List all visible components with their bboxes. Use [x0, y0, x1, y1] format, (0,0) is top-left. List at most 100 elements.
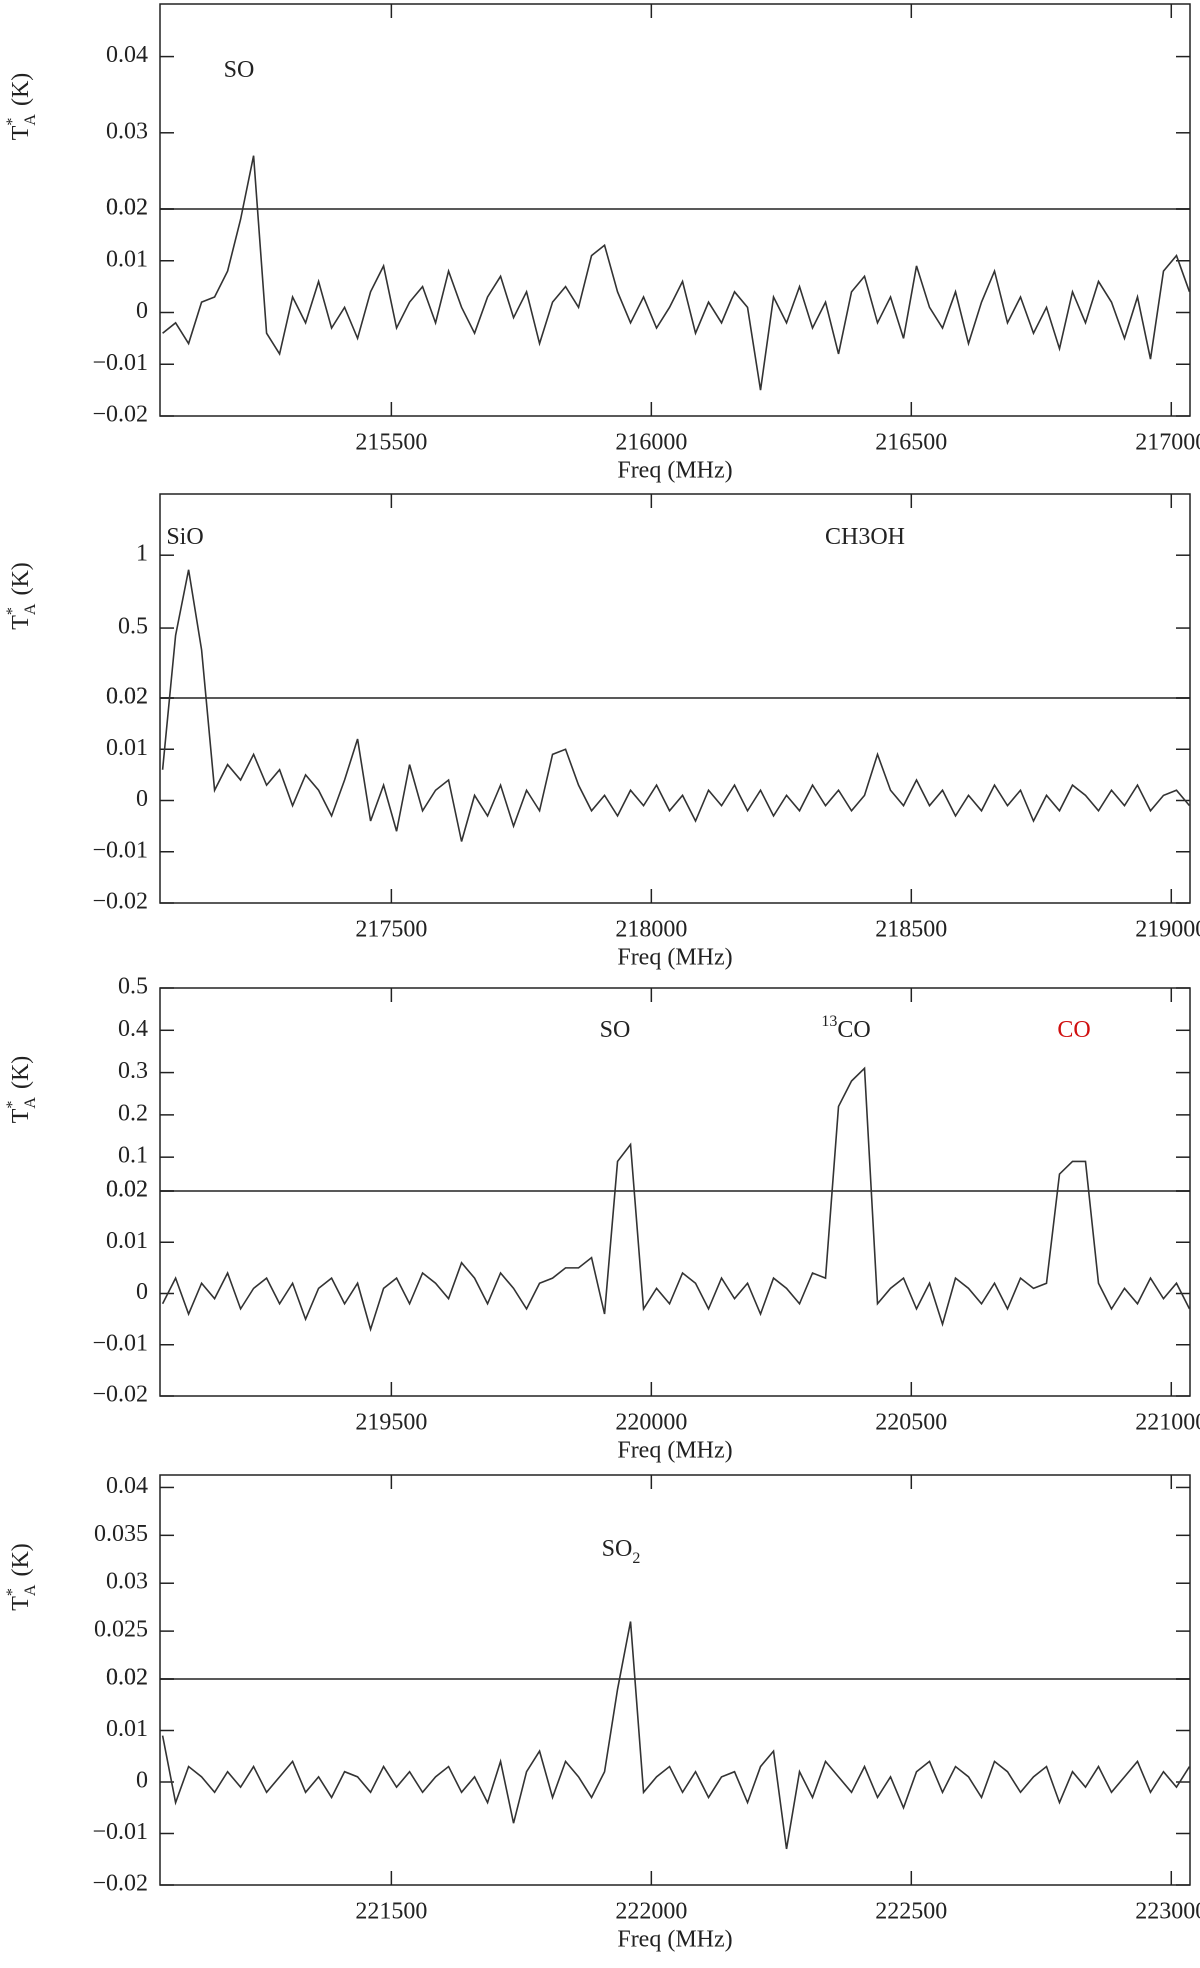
y-tick-label: −0.01 [92, 837, 148, 863]
x-axis-label: Freq (MHz) [617, 458, 732, 484]
spectrum [161, 1066, 1191, 1333]
y-tick-label: 0.01 [106, 246, 148, 272]
y-label-sup: * [4, 607, 21, 615]
y-tick-label: 0 [136, 1279, 148, 1305]
y-tick-label: −0.02 [92, 889, 148, 915]
y-tick-label: 0.02 [106, 1177, 148, 1203]
x-tick-label: 220500 [875, 1410, 947, 1436]
y-label-unit: (K) [8, 73, 34, 106]
annotation: SO [600, 1017, 631, 1043]
y-tick-label: 0.03 [106, 118, 148, 144]
y-tick-label: 0 [136, 1768, 148, 1794]
y-label-base: T [8, 125, 34, 140]
x-tick-label: 221000 [1135, 1410, 1200, 1436]
spectrum [161, 569, 1191, 842]
annotation-text: CH3OH [825, 524, 905, 550]
x-tick-label: 215500 [355, 430, 427, 456]
x-tick-label: 217500 [355, 917, 427, 943]
x-tick-label: 216500 [875, 430, 947, 456]
spectrum [161, 1621, 1191, 1850]
y-tick-label: 0.02 [106, 1665, 148, 1691]
y-tick-label: 0.025 [94, 1617, 148, 1643]
annotation: 13CO [821, 1013, 870, 1043]
y-tick-label: 0.02 [106, 684, 148, 710]
y-label-unit: (K) [8, 1056, 34, 1089]
x-axis-label: Freq (MHz) [617, 1438, 732, 1464]
y-tick-label: 0 [136, 298, 148, 324]
annotation-text: CO [837, 1017, 870, 1043]
y-label-base: T [8, 1108, 34, 1123]
y-label-sub: A [22, 1097, 39, 1109]
y-label-sub: A [22, 114, 39, 126]
annotation: CH3OH [825, 524, 905, 550]
y-tick-label: 0.4 [118, 1016, 148, 1042]
y-tick-label: 1 [136, 541, 148, 567]
y-tick-label: 0.3 [118, 1058, 148, 1084]
y-axis-label: T*A (K) [4, 1056, 39, 1124]
y-tick-label: −0.02 [92, 1382, 148, 1408]
plot-frame [159, 987, 1191, 1397]
annotation-sup: 13 [821, 1013, 837, 1030]
spectrum [162, 155, 1191, 391]
plot-frame [159, 1474, 1191, 1886]
x-tick-label: 218000 [615, 917, 687, 943]
y-tick-label: 0 [136, 786, 148, 812]
y-tick-label: −0.01 [92, 350, 148, 376]
y-tick-label: 0.5 [118, 614, 148, 640]
y-tick-label: 0.035 [94, 1521, 148, 1547]
y-tick-label: 0.02 [106, 195, 148, 221]
y-tick-label: −0.02 [92, 1871, 148, 1897]
x-tick-label: 221500 [355, 1899, 427, 1925]
x-axis-label: Freq (MHz) [617, 945, 732, 971]
x-tick-label: 216000 [615, 430, 687, 456]
x-tick-label: 218500 [875, 917, 947, 943]
x-tick-label: 219500 [355, 1410, 427, 1436]
x-axis-label: Freq (MHz) [617, 1927, 732, 1953]
y-tick-label: 0.1 [118, 1143, 148, 1169]
y-tick-label: 0.01 [106, 1228, 148, 1254]
x-tick-label: 223000 [1135, 1899, 1200, 1925]
y-label-base: T [8, 615, 34, 630]
y-label-sup: * [4, 1588, 21, 1596]
y-label-sub: A [22, 1584, 39, 1596]
annotation: SO [224, 57, 255, 83]
annotation-text: SO [602, 1536, 633, 1562]
y-tick-label: −0.01 [92, 1330, 148, 1356]
y-tick-label: 0.2 [118, 1100, 148, 1126]
y-tick-label: 0.03 [106, 1569, 148, 1595]
annotation-text: SO [600, 1017, 631, 1043]
annotation-text: CO [1057, 1017, 1090, 1043]
plot-frame [159, 3, 1191, 417]
y-tick-label: −0.01 [92, 1819, 148, 1845]
y-label-sup: * [4, 118, 21, 126]
annotation: SiO [166, 524, 203, 550]
y-tick-label: 0.02 [106, 195, 148, 221]
y-axis-label: T*A (K) [4, 562, 39, 630]
y-tick-label: 0.04 [106, 42, 148, 68]
annotation: CO [1057, 1017, 1090, 1043]
x-tick-label: 220000 [615, 1410, 687, 1436]
annotation-sub: 2 [632, 1550, 640, 1567]
x-tick-label: 217000 [1135, 430, 1200, 456]
y-axis-label: T*A (K) [4, 1543, 39, 1611]
y-tick-label: 0.02 [106, 1177, 148, 1203]
y-tick-label: 0.02 [106, 1665, 148, 1691]
x-tick-label: 222500 [875, 1899, 947, 1925]
y-label-sub: A [22, 603, 39, 615]
y-label-base: T [8, 1596, 34, 1611]
y-tick-label: −0.02 [92, 402, 148, 428]
x-tick-label: 219000 [1135, 917, 1200, 943]
annotation-text: SO [224, 57, 255, 83]
y-tick-label: 0.01 [106, 1716, 148, 1742]
annotation-text: SiO [166, 524, 203, 550]
y-label-unit: (K) [8, 1543, 34, 1576]
y-label-unit: (K) [8, 562, 34, 595]
y-label-sup: * [4, 1101, 21, 1109]
annotation: SO2 [602, 1536, 641, 1567]
y-axis-label: T*A (K) [4, 73, 39, 141]
y-tick-label: 0.01 [106, 735, 148, 761]
y-tick-label: 0.02 [106, 684, 148, 710]
y-tick-label: 0.04 [106, 1473, 148, 1499]
